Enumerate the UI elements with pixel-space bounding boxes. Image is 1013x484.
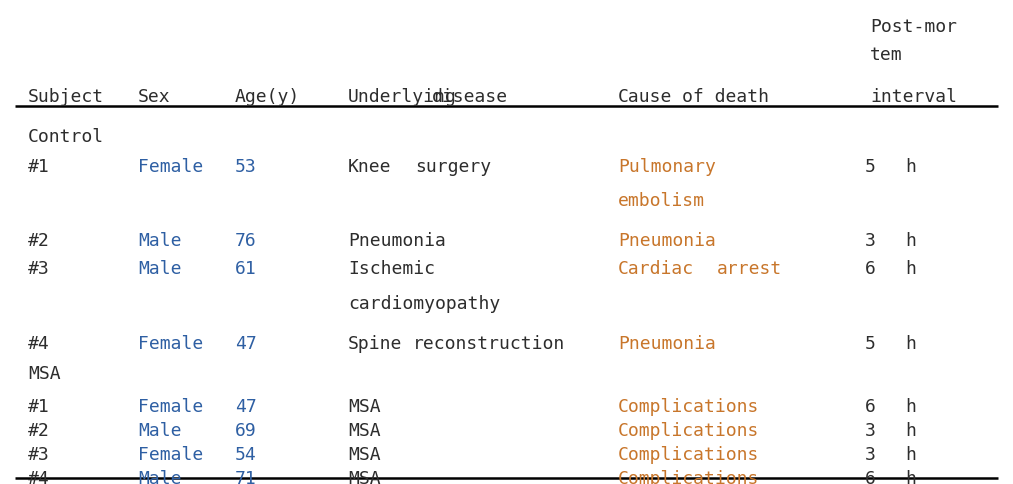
Text: Post-mor: Post-mor: [870, 18, 957, 36]
Text: Age(y): Age(y): [235, 88, 300, 106]
Text: 3: 3: [865, 445, 876, 463]
Text: Female: Female: [138, 158, 204, 176]
Text: Female: Female: [138, 334, 204, 352]
Text: reconstruction: reconstruction: [413, 334, 565, 352]
Text: h: h: [905, 231, 916, 249]
Text: arrest: arrest: [717, 259, 782, 277]
Text: embolism: embolism: [618, 192, 705, 210]
Text: #1: #1: [28, 158, 50, 176]
Text: of death: of death: [682, 88, 769, 106]
Text: 6: 6: [865, 397, 876, 415]
Text: Cause: Cause: [618, 88, 673, 106]
Text: Male: Male: [138, 231, 181, 249]
Text: 54: 54: [235, 445, 256, 463]
Text: MSA: MSA: [348, 397, 381, 415]
Text: 69: 69: [235, 421, 256, 439]
Text: 5: 5: [865, 334, 876, 352]
Text: Male: Male: [138, 259, 181, 277]
Text: Complications: Complications: [618, 469, 760, 484]
Text: Pneumonia: Pneumonia: [348, 231, 446, 249]
Text: Subject: Subject: [28, 88, 104, 106]
Text: h: h: [905, 469, 916, 484]
Text: 76: 76: [235, 231, 256, 249]
Text: Pneumonia: Pneumonia: [618, 231, 716, 249]
Text: Pneumonia: Pneumonia: [618, 334, 716, 352]
Text: Ischemic: Ischemic: [348, 259, 435, 277]
Text: 47: 47: [235, 334, 256, 352]
Text: #4: #4: [28, 469, 50, 484]
Text: 47: 47: [235, 397, 256, 415]
Text: 6: 6: [865, 469, 876, 484]
Text: MSA: MSA: [28, 364, 61, 382]
Text: #3: #3: [28, 445, 50, 463]
Text: 3: 3: [865, 231, 876, 249]
Text: #2: #2: [28, 421, 50, 439]
Text: disease: disease: [432, 88, 509, 106]
Text: Complications: Complications: [618, 397, 760, 415]
Text: Knee: Knee: [348, 158, 391, 176]
Text: Female: Female: [138, 445, 204, 463]
Text: h: h: [905, 158, 916, 176]
Text: Complications: Complications: [618, 445, 760, 463]
Text: 71: 71: [235, 469, 256, 484]
Text: #2: #2: [28, 231, 50, 249]
Text: Male: Male: [138, 469, 181, 484]
Text: h: h: [905, 397, 916, 415]
Text: Sex: Sex: [138, 88, 170, 106]
Text: h: h: [905, 421, 916, 439]
Text: 61: 61: [235, 259, 256, 277]
Text: Spine: Spine: [348, 334, 402, 352]
Text: Complications: Complications: [618, 421, 760, 439]
Text: Male: Male: [138, 421, 181, 439]
Text: #4: #4: [28, 334, 50, 352]
Text: 3: 3: [865, 421, 876, 439]
Text: surgery: surgery: [415, 158, 491, 176]
Text: MSA: MSA: [348, 421, 381, 439]
Text: Cardiac: Cardiac: [618, 259, 694, 277]
Text: #1: #1: [28, 397, 50, 415]
Text: 5: 5: [865, 158, 876, 176]
Text: 53: 53: [235, 158, 256, 176]
Text: 6: 6: [865, 259, 876, 277]
Text: Control: Control: [28, 128, 104, 146]
Text: Female: Female: [138, 397, 204, 415]
Text: Pulmonary: Pulmonary: [618, 158, 716, 176]
Text: cardiomyopathy: cardiomyopathy: [348, 294, 500, 312]
Text: tem: tem: [870, 46, 903, 64]
Text: MSA: MSA: [348, 445, 381, 463]
Text: #3: #3: [28, 259, 50, 277]
Text: MSA: MSA: [348, 469, 381, 484]
Text: Underlying: Underlying: [348, 88, 457, 106]
Text: h: h: [905, 445, 916, 463]
Text: h: h: [905, 259, 916, 277]
Text: h: h: [905, 334, 916, 352]
Text: interval: interval: [870, 88, 957, 106]
